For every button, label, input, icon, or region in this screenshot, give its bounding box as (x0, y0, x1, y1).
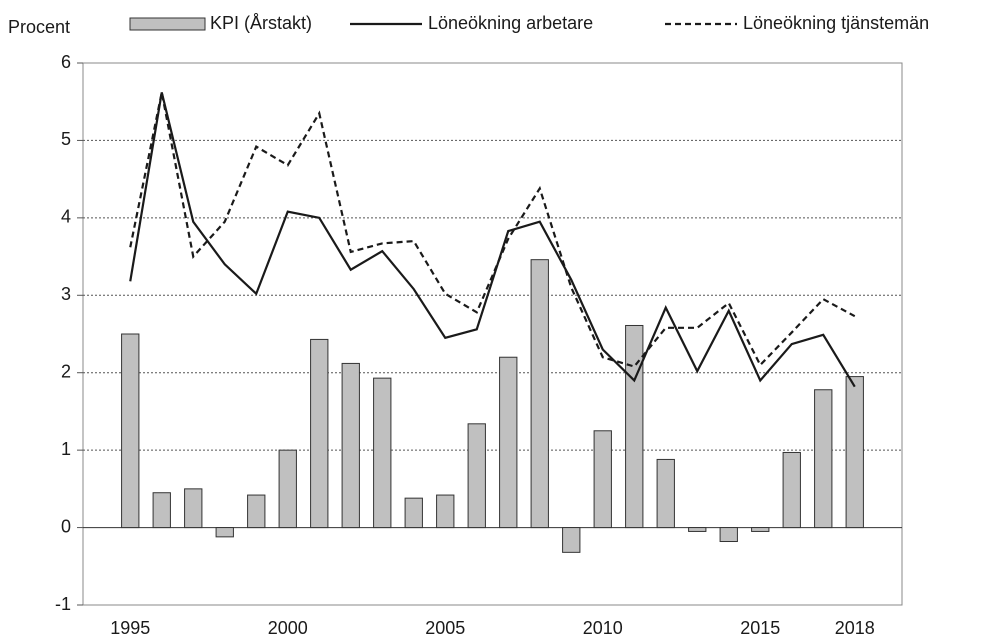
y-tick-label: 1 (61, 439, 71, 459)
x-tick-label: 2010 (583, 618, 623, 638)
bar (215, 527, 234, 538)
y-tick-label: 6 (61, 52, 71, 72)
y-tick-label: 2 (61, 361, 71, 381)
bar (247, 494, 266, 529)
bar (121, 333, 140, 529)
bar (814, 389, 833, 529)
bar (499, 356, 518, 529)
bar (845, 376, 864, 529)
bar (625, 324, 644, 529)
bar (184, 488, 203, 529)
bar (782, 451, 801, 529)
legend-label: KPI (Årstakt) (210, 13, 312, 33)
bar (152, 492, 171, 529)
x-tick-label: 1995 (110, 618, 150, 638)
bar (310, 338, 329, 529)
legend-label: Löneökning arbetare (428, 13, 593, 33)
y-tick-label: 3 (61, 284, 71, 304)
bar (593, 430, 612, 529)
bar (656, 458, 675, 529)
bar (404, 497, 423, 529)
bar (467, 423, 486, 529)
x-tick-label: 2000 (268, 618, 308, 638)
y-tick-label: -1 (55, 594, 71, 614)
x-tick-label: 2015 (740, 618, 780, 638)
bar (373, 377, 392, 529)
y-tick-label: 0 (61, 516, 71, 536)
bar (562, 527, 581, 553)
x-tick-label: 2005 (425, 618, 465, 638)
y-axis-label: Procent (8, 17, 70, 37)
plot-frame (82, 62, 903, 606)
line-series (129, 92, 856, 368)
bar (688, 527, 707, 532)
line-series (129, 92, 856, 388)
y-tick-label: 5 (61, 129, 71, 149)
bar (719, 527, 738, 543)
x-tick-label: 2018 (835, 618, 875, 638)
bar (751, 527, 770, 532)
legend-label: Löneökning tjänstemän (743, 13, 929, 33)
bar (436, 494, 455, 529)
bar (278, 449, 297, 529)
legend-swatch (129, 17, 206, 31)
y-tick-label: 4 (61, 207, 71, 227)
bar (341, 362, 360, 529)
bar (530, 259, 549, 529)
